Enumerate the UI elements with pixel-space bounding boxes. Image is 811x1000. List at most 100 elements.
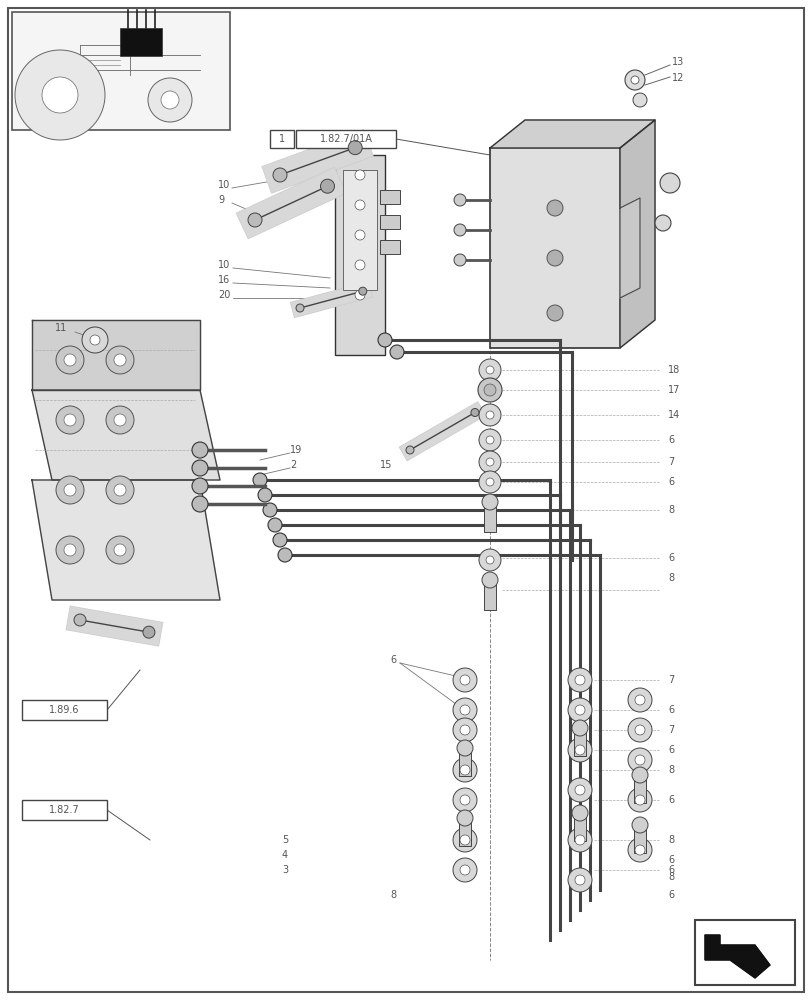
Text: 6: 6 bbox=[667, 553, 673, 563]
Circle shape bbox=[574, 785, 584, 795]
Text: 4: 4 bbox=[281, 850, 288, 860]
Circle shape bbox=[378, 333, 392, 347]
Circle shape bbox=[630, 76, 638, 84]
Circle shape bbox=[191, 496, 208, 512]
Text: 6: 6 bbox=[667, 745, 673, 755]
Circle shape bbox=[42, 77, 78, 113]
Polygon shape bbox=[620, 198, 639, 298]
Circle shape bbox=[659, 173, 679, 193]
Circle shape bbox=[460, 705, 470, 715]
Bar bbox=[573, 728, 586, 756]
Circle shape bbox=[106, 346, 134, 374]
Text: 1.82.7: 1.82.7 bbox=[49, 805, 79, 815]
Circle shape bbox=[106, 406, 134, 434]
Circle shape bbox=[568, 668, 591, 692]
Bar bbox=[120, 28, 162, 56]
Bar bbox=[458, 818, 470, 846]
Circle shape bbox=[389, 345, 404, 359]
Text: 8: 8 bbox=[667, 765, 673, 775]
Circle shape bbox=[547, 250, 562, 266]
Circle shape bbox=[624, 70, 644, 90]
Bar bbox=[633, 825, 646, 853]
Text: 1: 1 bbox=[279, 134, 285, 144]
Circle shape bbox=[478, 451, 500, 473]
Circle shape bbox=[143, 626, 155, 638]
Circle shape bbox=[296, 304, 303, 312]
Circle shape bbox=[483, 384, 496, 396]
Circle shape bbox=[56, 346, 84, 374]
Circle shape bbox=[191, 478, 208, 494]
Circle shape bbox=[64, 414, 76, 426]
Circle shape bbox=[460, 865, 470, 875]
Circle shape bbox=[453, 788, 476, 812]
Polygon shape bbox=[32, 480, 220, 600]
Text: 1.89.6: 1.89.6 bbox=[49, 705, 79, 715]
Bar bbox=[489, 148, 620, 348]
Text: 16: 16 bbox=[217, 275, 230, 285]
Text: 6: 6 bbox=[389, 655, 396, 665]
Text: 8: 8 bbox=[667, 872, 673, 882]
Circle shape bbox=[460, 725, 470, 735]
Circle shape bbox=[90, 335, 100, 345]
Circle shape bbox=[277, 548, 292, 562]
Circle shape bbox=[457, 740, 473, 756]
Circle shape bbox=[268, 518, 281, 532]
Circle shape bbox=[627, 718, 651, 742]
Circle shape bbox=[634, 755, 644, 765]
Circle shape bbox=[654, 215, 670, 231]
Circle shape bbox=[634, 725, 644, 735]
Circle shape bbox=[486, 436, 493, 444]
Circle shape bbox=[114, 414, 126, 426]
Circle shape bbox=[453, 254, 466, 266]
Text: 20: 20 bbox=[217, 290, 230, 300]
Circle shape bbox=[453, 828, 476, 852]
Text: 6: 6 bbox=[667, 795, 673, 805]
Text: 9: 9 bbox=[217, 195, 224, 205]
Circle shape bbox=[634, 845, 644, 855]
Circle shape bbox=[460, 795, 470, 805]
Circle shape bbox=[82, 327, 108, 353]
Polygon shape bbox=[32, 320, 200, 390]
Circle shape bbox=[486, 411, 493, 419]
Bar bbox=[633, 775, 646, 803]
Circle shape bbox=[547, 305, 562, 321]
Circle shape bbox=[191, 460, 208, 476]
Circle shape bbox=[406, 446, 414, 454]
Circle shape bbox=[486, 366, 493, 374]
Circle shape bbox=[191, 442, 208, 458]
Text: 17: 17 bbox=[667, 385, 680, 395]
Circle shape bbox=[56, 536, 84, 564]
Circle shape bbox=[253, 473, 267, 487]
Circle shape bbox=[453, 698, 476, 722]
Text: 8: 8 bbox=[389, 890, 396, 900]
Circle shape bbox=[74, 614, 86, 626]
Circle shape bbox=[64, 544, 76, 556]
Bar bbox=[483, 580, 496, 610]
Bar bbox=[335, 155, 384, 355]
Bar bbox=[380, 240, 400, 254]
Bar bbox=[270, 130, 294, 148]
Bar bbox=[22, 700, 107, 720]
Circle shape bbox=[272, 168, 286, 182]
Circle shape bbox=[571, 720, 587, 736]
Circle shape bbox=[486, 478, 493, 486]
Polygon shape bbox=[489, 120, 654, 148]
Circle shape bbox=[574, 745, 584, 755]
Circle shape bbox=[453, 668, 476, 692]
Circle shape bbox=[634, 795, 644, 805]
Circle shape bbox=[627, 688, 651, 712]
Circle shape bbox=[358, 287, 367, 295]
Text: 15: 15 bbox=[380, 460, 392, 470]
Text: 6: 6 bbox=[667, 855, 673, 865]
Circle shape bbox=[482, 572, 497, 588]
Bar bbox=[483, 502, 496, 532]
Circle shape bbox=[247, 213, 262, 227]
Bar bbox=[342, 170, 376, 290]
Circle shape bbox=[161, 91, 178, 109]
Bar bbox=[380, 190, 400, 204]
Circle shape bbox=[460, 765, 470, 775]
Circle shape bbox=[571, 805, 587, 821]
Circle shape bbox=[348, 141, 362, 155]
Polygon shape bbox=[704, 935, 769, 978]
Text: 7: 7 bbox=[667, 725, 673, 735]
